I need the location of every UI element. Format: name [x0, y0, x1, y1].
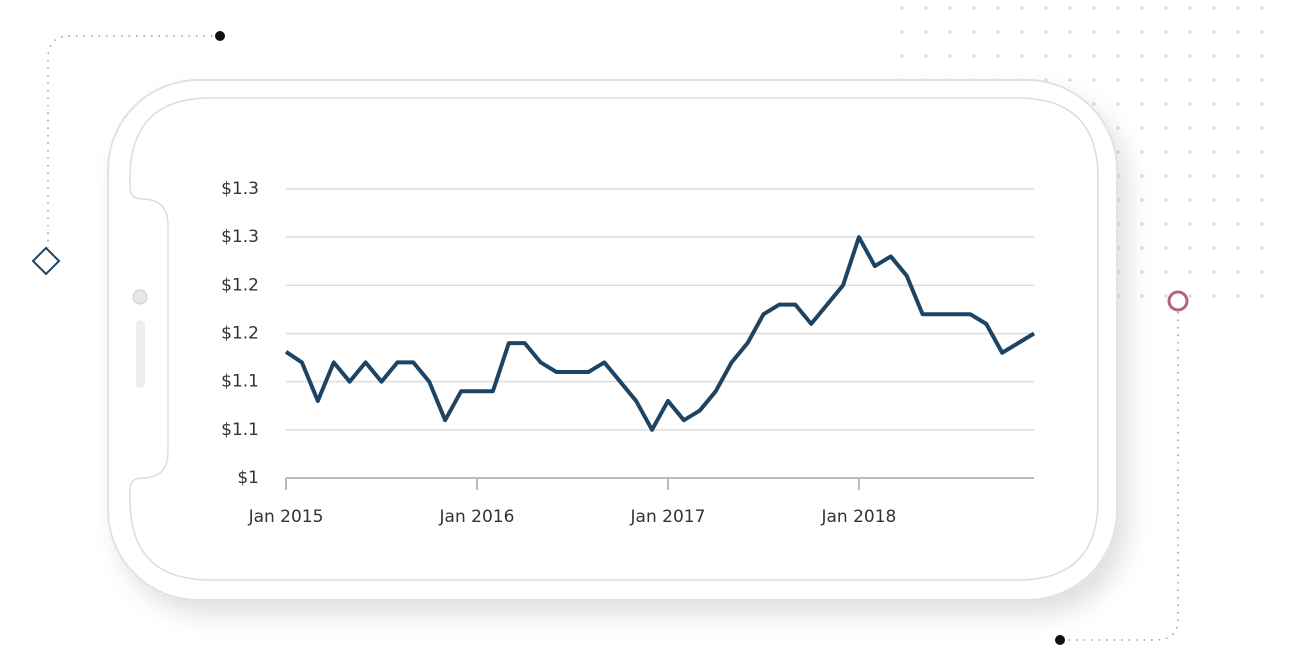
y-tick-label: $1.2 — [221, 324, 259, 344]
line — [284, 235, 1036, 432]
phone-screen — [129, 97, 1099, 581]
y-tick-label: $1.3 — [221, 179, 259, 199]
x-tick-label: Jan 2018 — [820, 507, 896, 527]
y-tick-label: $1.3 — [221, 227, 259, 247]
speaker — [136, 320, 145, 388]
y-tick-label: $1.1 — [221, 372, 259, 392]
ring — [1167, 290, 1189, 312]
y-tick-label: $1 — [237, 468, 259, 488]
y-tick-label: $1.2 — [221, 275, 259, 295]
y-tick-label: $1.1 — [221, 420, 259, 440]
x-tick-label: Jan 2016 — [439, 507, 515, 527]
camera — [132, 289, 148, 305]
connector — [47, 35, 220, 248]
x-tick-label: Jan 2015 — [248, 507, 324, 527]
dot — [1055, 635, 1065, 645]
x-tick-label: Jan 2017 — [630, 507, 706, 527]
plot: $1 $1.1 $1.1 $1.2 $1.2 $1.3 $1.3 Jan 2015 Jan 20… — [221, 179, 1036, 527]
connector — [1060, 312, 1179, 641]
diamond — [31, 246, 61, 276]
dot — [215, 31, 225, 41]
